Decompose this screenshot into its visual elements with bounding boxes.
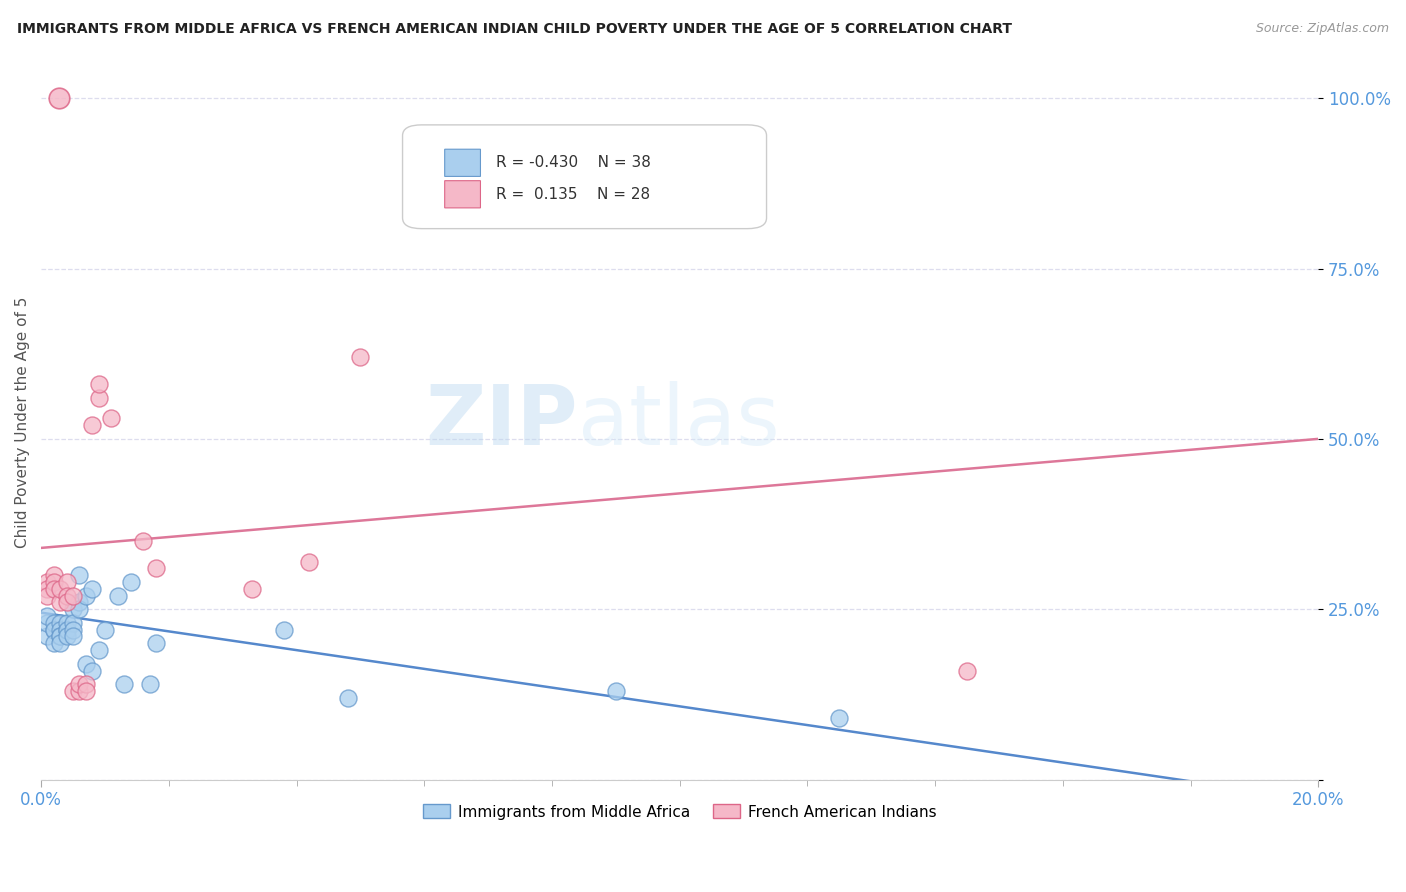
Point	[67, 568, 90, 582]
FancyBboxPatch shape	[402, 125, 766, 228]
Point	[240, 582, 263, 596]
Point	[349, 350, 371, 364]
Text: atlas: atlas	[578, 382, 779, 462]
Point	[75, 677, 97, 691]
Point	[62, 630, 84, 644]
Point	[49, 630, 72, 644]
Text: Source: ZipAtlas.com: Source: ZipAtlas.com	[1256, 22, 1389, 36]
Point	[37, 589, 59, 603]
Point	[62, 589, 84, 603]
Point	[67, 595, 90, 609]
Point	[49, 623, 72, 637]
Point	[145, 636, 167, 650]
Point	[94, 623, 117, 637]
Point	[42, 615, 65, 630]
Point	[82, 664, 104, 678]
Point	[107, 589, 129, 603]
Point	[145, 561, 167, 575]
Point	[100, 411, 122, 425]
Point	[55, 623, 77, 637]
Point	[55, 595, 77, 609]
Point	[87, 391, 110, 405]
Point	[62, 615, 84, 630]
Point	[336, 690, 359, 705]
Point	[956, 664, 979, 678]
FancyBboxPatch shape	[444, 181, 481, 208]
Point	[42, 582, 65, 596]
Point	[112, 677, 135, 691]
Text: R = -0.430    N = 38: R = -0.430 N = 38	[496, 155, 651, 170]
Text: R =  0.135    N = 28: R = 0.135 N = 28	[496, 186, 650, 202]
Point	[298, 555, 321, 569]
Point	[42, 623, 65, 637]
Point	[55, 630, 77, 644]
Point	[48, 91, 70, 105]
Point	[75, 657, 97, 671]
Point	[62, 684, 84, 698]
Point	[87, 643, 110, 657]
Point	[37, 609, 59, 624]
Point	[42, 568, 65, 582]
Point	[82, 582, 104, 596]
Text: IMMIGRANTS FROM MIDDLE AFRICA VS FRENCH AMERICAN INDIAN CHILD POVERTY UNDER THE : IMMIGRANTS FROM MIDDLE AFRICA VS FRENCH …	[17, 22, 1012, 37]
Point	[67, 602, 90, 616]
Point	[37, 615, 59, 630]
Point	[273, 623, 295, 637]
Point	[42, 636, 65, 650]
Point	[49, 636, 72, 650]
Point	[49, 630, 72, 644]
Legend: Immigrants from Middle Africa, French American Indians: Immigrants from Middle Africa, French Am…	[416, 798, 943, 826]
Point	[55, 574, 77, 589]
Point	[55, 615, 77, 630]
Point	[82, 418, 104, 433]
Point	[132, 534, 155, 549]
Point	[55, 589, 77, 603]
Point	[62, 623, 84, 637]
Point	[828, 711, 851, 725]
Point	[605, 684, 627, 698]
Point	[37, 630, 59, 644]
Point	[42, 623, 65, 637]
Y-axis label: Child Poverty Under the Age of 5: Child Poverty Under the Age of 5	[15, 296, 30, 548]
FancyBboxPatch shape	[444, 149, 481, 177]
Point	[75, 684, 97, 698]
Point	[37, 574, 59, 589]
Point	[67, 677, 90, 691]
Point	[75, 589, 97, 603]
Point	[120, 574, 142, 589]
Point	[62, 602, 84, 616]
Point	[55, 623, 77, 637]
Point	[49, 615, 72, 630]
Point	[42, 574, 65, 589]
Text: ZIP: ZIP	[425, 382, 578, 462]
Point	[67, 684, 90, 698]
Point	[49, 595, 72, 609]
Point	[37, 582, 59, 596]
Point	[87, 377, 110, 392]
Point	[49, 582, 72, 596]
Point	[138, 677, 160, 691]
